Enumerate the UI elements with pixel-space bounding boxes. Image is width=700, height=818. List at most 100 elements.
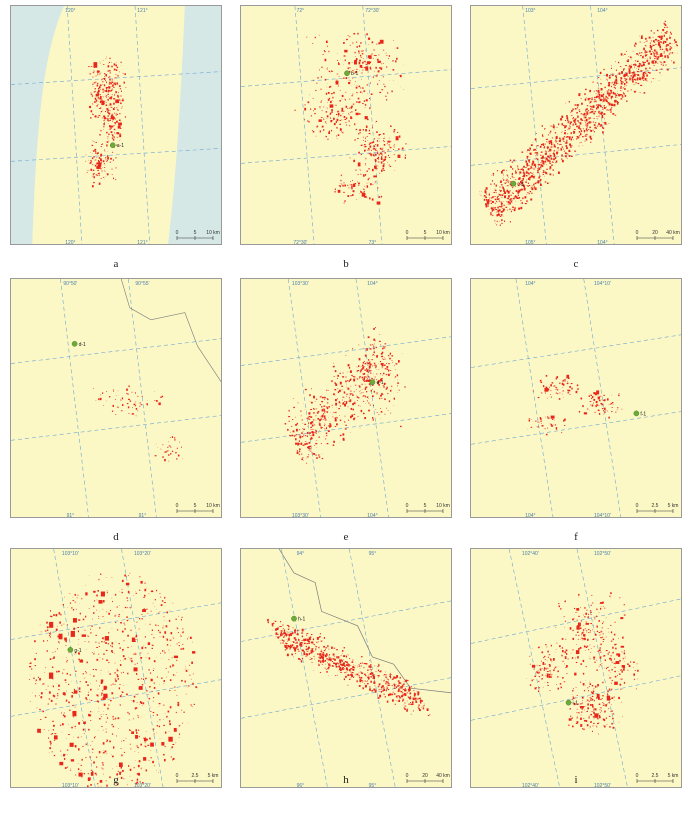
coordinate-tick-label: 90°50' bbox=[63, 281, 77, 287]
admin-boundary bbox=[278, 549, 451, 694]
site-label: g-1 bbox=[74, 648, 81, 654]
scale-bar: 0 20 40 km bbox=[406, 773, 450, 783]
map-canvas-a: a-1 120° 121° 120° 121° 0 5 10 km bbox=[11, 6, 221, 245]
scale-bar-label: 10 km bbox=[206, 503, 220, 509]
landslide-patches bbox=[479, 20, 681, 226]
coordinate-tick-label: 102°50' bbox=[594, 551, 611, 557]
coordinate-tick-label: 104° bbox=[367, 281, 377, 287]
coordinate-tick-label: 94° bbox=[297, 551, 305, 557]
panel-caption-b: b bbox=[343, 258, 349, 270]
map-canvas-e: e-1 103°30' 104° 103°30' 104° 0 5 10 km bbox=[241, 279, 451, 517]
coordinate-tick-label: 91° bbox=[67, 513, 75, 518]
map-panel-g: g-1 103°10' 103°20' 103°10' 103°20' 0 2.5 5 km bbox=[10, 548, 222, 788]
panel-caption-i: i bbox=[574, 774, 578, 786]
scale-bar-label: 5 bbox=[424, 230, 427, 236]
coordinate-tick-label: 120° bbox=[65, 8, 75, 14]
graticule-lines bbox=[241, 6, 451, 244]
site-label: f-1 bbox=[640, 411, 646, 417]
coordinate-tick-label: 103° bbox=[525, 8, 535, 14]
scale-bar-label: 5 km bbox=[668, 503, 679, 509]
scale-bar-label: 2.5 bbox=[652, 503, 659, 509]
landslide-patches bbox=[93, 385, 183, 462]
scale-bar: 0 20 40 km bbox=[636, 230, 680, 240]
scale-bar: 0 5 10 km bbox=[406, 230, 450, 240]
scale-bar: 0 2.5 5 km bbox=[636, 773, 679, 783]
scale-bar: 0 5 10 km bbox=[406, 503, 450, 513]
scale-bar-label: 40 km bbox=[436, 773, 450, 779]
coordinate-tick-label: 72° bbox=[297, 8, 305, 14]
map-panel-f: f-1 104° 104°10' 104° 104°10' 0 2.5 5 km bbox=[470, 278, 682, 518]
coordinate-tick-label: 103°20' bbox=[134, 783, 151, 788]
site-label: a-1 bbox=[117, 143, 124, 149]
coordinate-tick-label: 105° bbox=[525, 240, 535, 245]
site-label: d-1 bbox=[79, 342, 86, 348]
coordinate-tick-label: 95° bbox=[369, 551, 377, 557]
coordinate-tick-label: 104° bbox=[597, 8, 607, 14]
map-canvas-d: d-1 90°50' 90°55' 91° 91° 0 5 10 km bbox=[11, 279, 221, 518]
map-panel-h: h-1 94° 95° 96° 95° 0 20 40 km bbox=[240, 548, 452, 788]
landslide-patches bbox=[294, 32, 407, 205]
site-marker bbox=[565, 699, 572, 706]
coordinate-tick-label: 73° bbox=[369, 240, 377, 245]
panel-caption-c: c bbox=[573, 258, 579, 270]
scale-bar-label: 0 bbox=[636, 230, 639, 236]
map-panel-d: d-1 90°50' 90°55' 91° 91° 0 5 10 km bbox=[10, 278, 222, 518]
scale-bar-label: 0 bbox=[636, 503, 639, 509]
scale-bar: 0 2.5 5 km bbox=[176, 773, 219, 783]
panel-caption-e: e bbox=[343, 531, 349, 543]
graticule-lines bbox=[11, 549, 221, 787]
site-marker bbox=[71, 341, 78, 347]
coordinate-tick-label: 95° bbox=[369, 783, 377, 788]
site-label: c-1 bbox=[517, 182, 524, 188]
scale-bar-label: 2.5 bbox=[652, 773, 659, 779]
lake-water-west bbox=[11, 6, 64, 244]
coordinate-tick-label: 104° bbox=[597, 240, 607, 245]
scale-bar: 0 2.5 5 km bbox=[636, 503, 679, 513]
scale-bar-label: 20 bbox=[652, 230, 658, 236]
scale-bar-label: 10 km bbox=[436, 230, 450, 236]
scale-bar-label: 5 bbox=[194, 503, 197, 509]
site-marker bbox=[67, 647, 74, 653]
coordinate-tick-label: 103°10' bbox=[62, 551, 79, 557]
graticule-lines bbox=[471, 6, 681, 244]
coordinate-tick-label: 91° bbox=[139, 513, 147, 518]
site-label: h-1 bbox=[298, 617, 305, 623]
scale-bar-label: 0 bbox=[176, 773, 179, 779]
scale-bar-label: 10 km bbox=[436, 503, 450, 509]
scale-bar-label: 0 bbox=[176, 230, 179, 236]
graticule-lines bbox=[471, 279, 681, 517]
scale-bar-label: 5 bbox=[424, 503, 427, 509]
scale-bar-label: 5 km bbox=[668, 773, 679, 779]
map-panel-e: e-1 103°30' 104° 103°30' 104° 0 5 10 km bbox=[240, 278, 452, 518]
map-panel-a: a-1 120° 121° 120° 121° 0 5 10 km bbox=[10, 5, 222, 245]
landslide-patches bbox=[267, 618, 431, 717]
landslide-patches bbox=[284, 326, 406, 464]
coordinate-tick-label: 121° bbox=[137, 8, 147, 14]
landslide-patches bbox=[28, 572, 198, 787]
site-marker bbox=[633, 410, 640, 417]
scale-bar-label: 0 bbox=[406, 503, 409, 509]
site-label: i-1 bbox=[573, 701, 579, 707]
coordinate-tick-label: 104° bbox=[525, 513, 535, 518]
site-label: e-1 bbox=[376, 380, 383, 386]
coordinate-tick-label: 72°30' bbox=[365, 8, 379, 14]
site-marker bbox=[369, 379, 376, 385]
scale-bar-label: 0 bbox=[406, 230, 409, 236]
panel-caption-a: a bbox=[113, 258, 119, 270]
coordinate-tick-label: 120° bbox=[65, 240, 75, 245]
scale-bar-label: 0 bbox=[176, 503, 179, 509]
panel-caption-f: f bbox=[574, 531, 578, 543]
site-marker bbox=[510, 180, 517, 187]
admin-boundary bbox=[120, 279, 221, 383]
coordinate-tick-label: 103°30' bbox=[292, 281, 309, 287]
coordinate-tick-label: 72°30' bbox=[293, 240, 307, 245]
map-canvas-h: h-1 94° 95° 96° 95° 0 20 40 km bbox=[241, 549, 451, 788]
scale-bar-label: 5 km bbox=[208, 773, 219, 779]
coordinate-tick-label: 104° bbox=[525, 281, 535, 287]
map-panel-b: b-1 72° 72°30' 72°30' 73° 0 5 10 km bbox=[240, 5, 452, 245]
coordinate-tick-label: 103°20' bbox=[134, 551, 151, 557]
site-marker bbox=[291, 615, 297, 622]
scale-bar-label: 2.5 bbox=[192, 773, 199, 779]
map-canvas-i: i-1 102°40' 102°50' 102°40' 102°50' 0 2.5 5 km bbox=[471, 549, 681, 787]
coordinate-tick-label: 104°10' bbox=[594, 281, 611, 287]
